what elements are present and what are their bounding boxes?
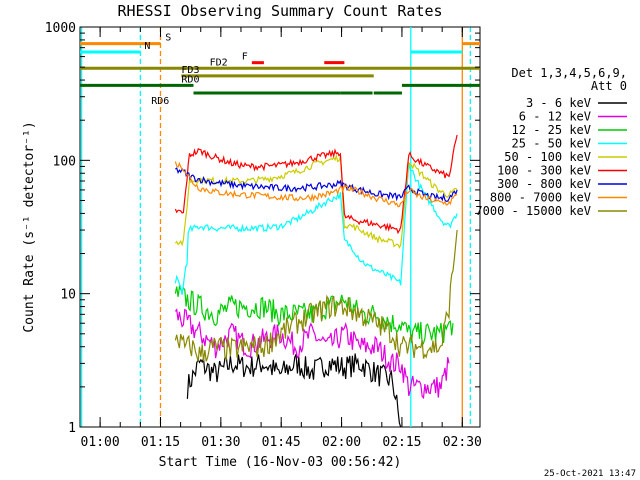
x-axis-ticks: 01:00 01:15 01:30 01:45 02:00 02:15 02:30 xyxy=(81,27,482,450)
series-line-3 xyxy=(174,162,458,295)
chart-title: RHESSI Observing Summary Count Rates xyxy=(117,2,442,20)
vertical-markers xyxy=(80,27,471,427)
series-line-1 xyxy=(174,308,450,400)
legend-label: 50 - 100 keV xyxy=(504,150,591,164)
legend-title-line1: Det 1,3,4,5,6,9, xyxy=(511,66,627,80)
y-tick-label: 1 xyxy=(68,421,76,436)
plot-frame xyxy=(79,26,481,428)
legend-label: 100 - 300 keV xyxy=(497,164,591,178)
state-bar-label: RD6 xyxy=(151,96,169,107)
series-line-4 xyxy=(174,154,458,249)
x-axis-label: Start Time (16-Nov-03 00:56:42) xyxy=(159,455,402,470)
x-tick-label: 01:45 xyxy=(262,435,301,450)
x-tick-label: 02:30 xyxy=(443,435,482,450)
state-bar-label: N xyxy=(144,41,150,52)
x-tick-label: 02:00 xyxy=(322,435,361,450)
y-axis-label: Count Rate (s⁻¹ detector⁻¹) xyxy=(22,121,37,332)
state-bar-label: RD0 xyxy=(181,74,199,85)
y-tick-label: 100 xyxy=(53,154,76,169)
legend-title-line2: Att 0 xyxy=(591,79,627,93)
x-tick-label: 01:15 xyxy=(141,435,180,450)
series-line-5 xyxy=(174,134,458,235)
series-lines xyxy=(174,134,458,428)
state-bar-label: F xyxy=(242,52,248,63)
state-bar-label: FD3 xyxy=(181,65,199,76)
series-line-8 xyxy=(174,230,458,362)
legend-label: 6 - 12 keV xyxy=(519,110,591,124)
legend-label: 800 - 7000 keV xyxy=(490,191,591,205)
legend-label: 25 - 50 keV xyxy=(512,137,591,151)
legend-label: 300 - 800 keV xyxy=(497,177,591,191)
x-tick-label: 01:30 xyxy=(201,435,240,450)
timestamp: 25-Oct-2021 13:47 xyxy=(544,469,636,479)
y-tick-label: 1000 xyxy=(45,21,76,36)
state-bar-label: FD2 xyxy=(210,57,228,68)
series-line-7 xyxy=(174,161,458,208)
state-bar-label: S xyxy=(165,33,171,44)
y-axis-ticks: 1 10 100 1000 xyxy=(45,21,480,436)
series-line-6 xyxy=(175,167,458,203)
legend-label: 12 - 25 keV xyxy=(512,123,591,137)
legend-label: 7000 - 15000 keV xyxy=(475,204,591,218)
legend-label: 3 - 6 keV xyxy=(526,96,591,110)
x-tick-label: 01:00 xyxy=(81,435,120,450)
series-line-2 xyxy=(174,284,454,347)
x-tick-label: 02:15 xyxy=(382,435,421,450)
series-line-0 xyxy=(186,353,402,428)
y-tick-label: 10 xyxy=(60,288,76,303)
